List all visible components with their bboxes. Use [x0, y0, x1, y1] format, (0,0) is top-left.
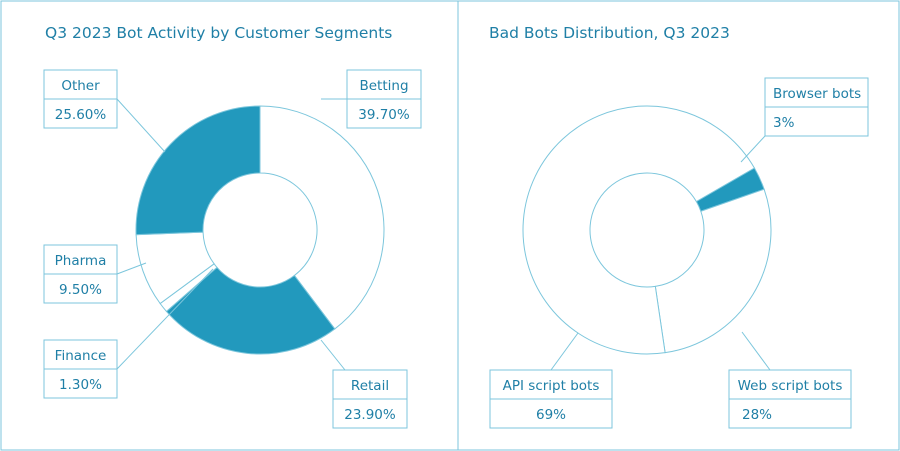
- leader-web-script-bots: [741, 331, 771, 371]
- slice-value-other: 25.60%: [55, 107, 107, 123]
- slice-value-finance: 1.30%: [59, 377, 102, 393]
- slice-label-api-script-bots: API script bots: [503, 378, 600, 394]
- label-box-web-script-bots: Web script bots 28%: [728, 369, 852, 429]
- slice-value-retail: 23.90%: [344, 407, 396, 423]
- chart-2-title: Bad Bots Distribution, Q3 2023: [489, 24, 730, 42]
- label-box-browser-bots: Browser bots 3%: [764, 77, 869, 137]
- slice-value-pharma: 9.50%: [59, 282, 102, 298]
- slice-value-web-script-bots: 28%: [742, 407, 772, 423]
- chart-1-slice-other: [135, 105, 261, 236]
- slice-label-other: Other: [61, 78, 100, 94]
- slice-value-api-script-bots: 69%: [536, 407, 566, 423]
- chart-1-slice-betting: [259, 105, 385, 330]
- label-box-retail: Retail 23.90%: [332, 369, 408, 429]
- chart-1-slice-retail: [165, 266, 336, 355]
- slice-label-betting: Betting: [359, 78, 408, 94]
- leader-other: [116, 98, 166, 153]
- slice-label-pharma: Pharma: [55, 253, 107, 269]
- chart-2-slice-api-script-bots: [522, 105, 756, 355]
- label-box-finance: Finance 1.30%: [43, 339, 118, 399]
- slice-label-browser-bots: Browser bots: [773, 86, 861, 102]
- chart-2-slice-web-script-bots: [654, 188, 772, 354]
- slice-value-browser-bots: 3%: [773, 115, 795, 131]
- slice-label-finance: Finance: [55, 348, 107, 364]
- leader-browser-bots: [740, 135, 766, 163]
- label-box-betting: Betting 39.70%: [346, 69, 422, 129]
- leader-api-script-bots: [550, 332, 579, 371]
- leader-pharma: [116, 262, 147, 275]
- label-box-pharma: Pharma 9.50%: [43, 244, 118, 304]
- slice-value-betting: 39.70%: [358, 107, 410, 123]
- label-box-api-script-bots: API script bots 69%: [489, 369, 613, 429]
- chart-2-donut: [522, 105, 772, 355]
- leader-retail: [320, 339, 346, 371]
- slice-label-retail: Retail: [351, 378, 389, 394]
- chart-1-donut: [135, 105, 385, 355]
- slice-label-web-script-bots: Web script bots: [738, 378, 843, 394]
- chart-1-title: Q3 2023 Bot Activity by Customer Segment…: [45, 24, 392, 42]
- leader-finance: [116, 268, 214, 370]
- label-box-other: Other 25.60%: [43, 69, 118, 129]
- leader-lines: [116, 98, 771, 371]
